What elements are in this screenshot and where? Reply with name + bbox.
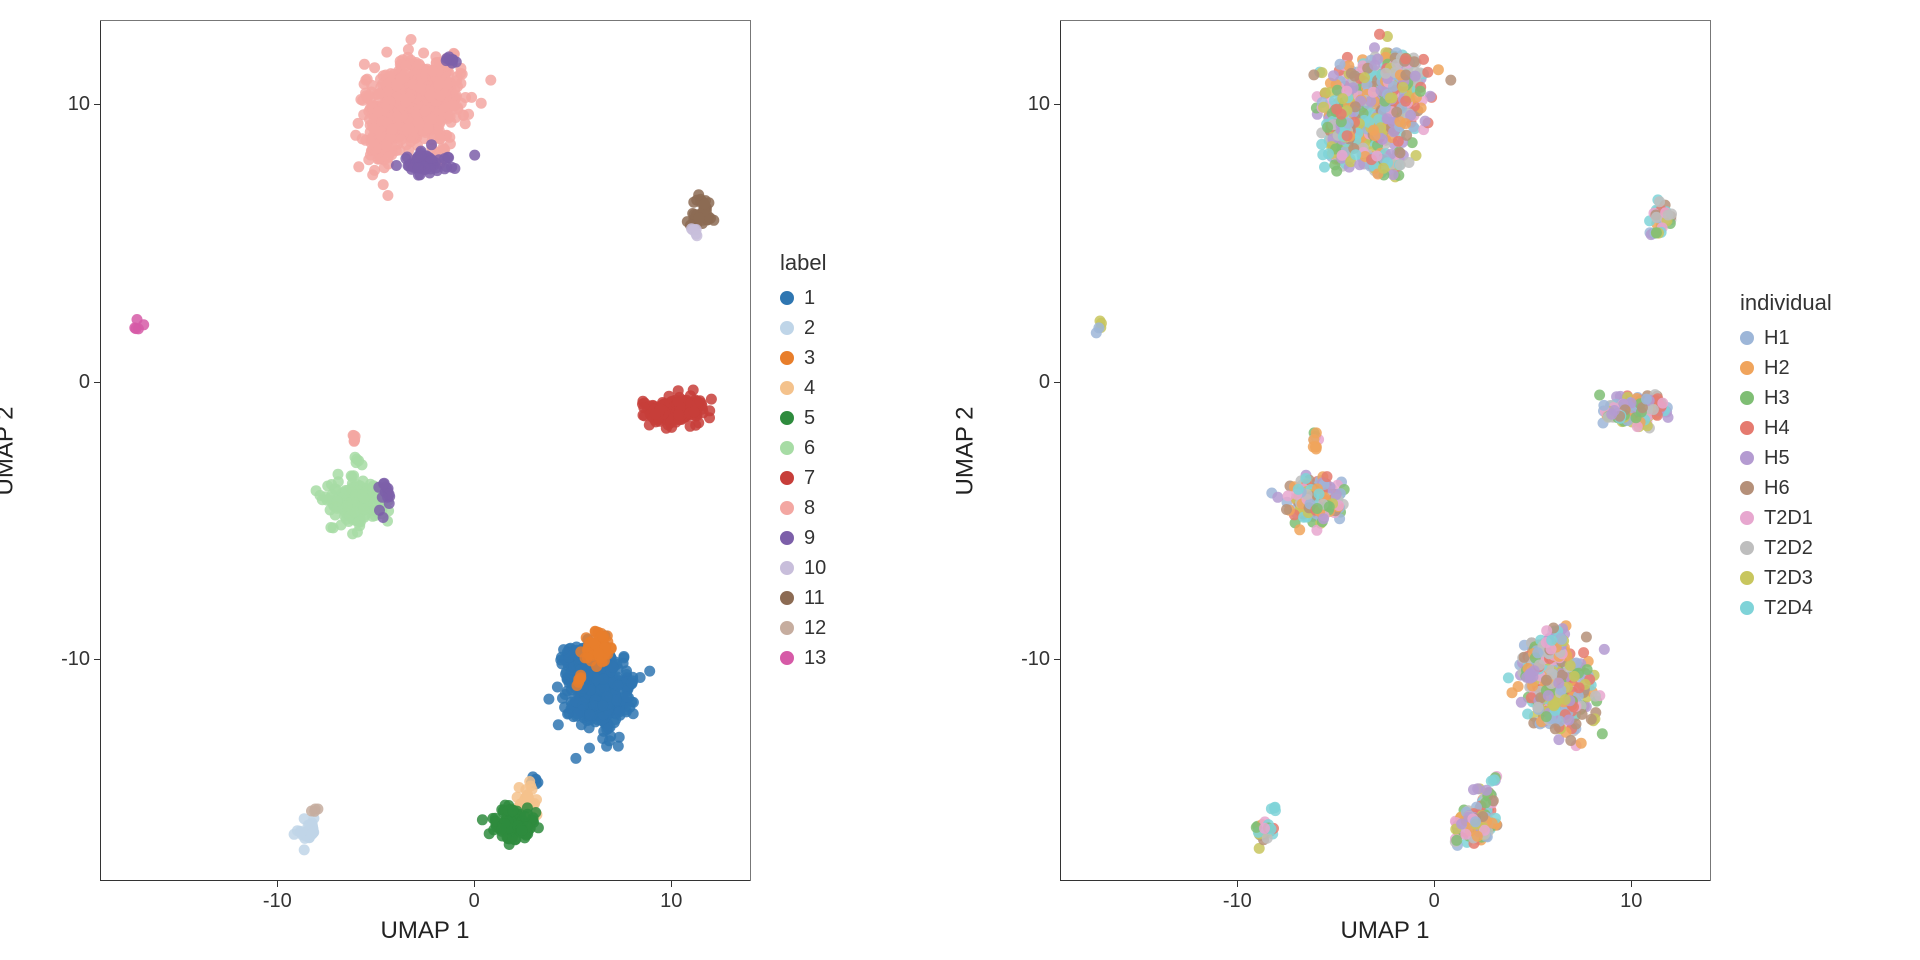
legend-label-text: H3 [1764, 386, 1790, 410]
legend-item: T2D4 [1740, 596, 1832, 620]
legend-label-text: 11 [804, 586, 825, 610]
y-axis-title: UMAP 2 [0, 407, 20, 496]
scatter-left [100, 21, 750, 881]
legend-label-text: 6 [804, 436, 815, 460]
legend-label-text: 5 [804, 406, 815, 430]
legend-item: 2 [780, 316, 826, 340]
legend-item: 9 [780, 526, 826, 550]
x-tick-label: 0 [1429, 881, 1440, 911]
legend-dot-icon [1740, 361, 1754, 375]
legend-label-text: T2D1 [1764, 506, 1813, 530]
legend-label-text: H6 [1764, 476, 1790, 500]
legend-label-text: H5 [1764, 446, 1790, 470]
legend-dot-icon [780, 381, 794, 395]
legend-item: H4 [1740, 416, 1832, 440]
legend-title: individual [1740, 290, 1832, 316]
legend-dot-icon [1740, 511, 1754, 525]
legend-label-text: 4 [804, 376, 815, 400]
y-tick-label: 10 [30, 94, 100, 114]
x-tick-label: -10 [1223, 881, 1252, 911]
legend-dot-icon [780, 321, 794, 335]
legend-dot-icon [1740, 571, 1754, 585]
legend-item: 3 [780, 346, 826, 370]
legend-label-text: T2D4 [1764, 596, 1813, 620]
legend-item: 7 [780, 466, 826, 490]
legend-item: 4 [780, 376, 826, 400]
y-tick-label: 0 [30, 372, 100, 392]
legend-dot-icon [1740, 481, 1754, 495]
scatter-right [1060, 21, 1710, 881]
x-axis-title: UMAP 1 [381, 881, 470, 945]
legend-item: 10 [780, 556, 826, 580]
legend-item: T2D1 [1740, 506, 1832, 530]
legend-dot-icon [1740, 601, 1754, 615]
legend-item: T2D2 [1740, 536, 1832, 560]
legend-dot-icon [780, 411, 794, 425]
legend-label-text: H1 [1764, 326, 1790, 350]
legend-item: H1 [1740, 326, 1832, 350]
legend-dot-icon [780, 441, 794, 455]
figure: UMAP 1 UMAP 2 -10010-10010 label 1234567… [0, 0, 1920, 960]
legend-label-text: 9 [804, 526, 815, 550]
legend-item: H6 [1740, 476, 1832, 500]
legend-label-text: H4 [1764, 416, 1790, 440]
legend-item: 1 [780, 286, 826, 310]
legend-label-text: T2D2 [1764, 536, 1813, 560]
legend-dot-icon [780, 351, 794, 365]
x-tick-label: -10 [263, 881, 292, 911]
legend-dot-icon [780, 621, 794, 635]
legend-label-text: T2D3 [1764, 566, 1813, 590]
legend-dot-icon [780, 591, 794, 605]
y-tick-label: 0 [990, 372, 1060, 392]
legend-item: 5 [780, 406, 826, 430]
x-tick-label: 10 [660, 881, 682, 911]
umap-panel-individual: UMAP 1 UMAP 2 -10010-10010 individual H1… [960, 0, 1920, 960]
x-tick-label: 0 [469, 881, 480, 911]
y-tick-label: 10 [990, 94, 1060, 114]
legend-label-text: 2 [804, 316, 815, 340]
legend-dot-icon [780, 651, 794, 665]
legend-item: T2D3 [1740, 566, 1832, 590]
legend-dot-icon [780, 471, 794, 485]
plot-area-right: UMAP 1 UMAP 2 -10010-10010 [1060, 20, 1711, 881]
legend-dot-icon [780, 501, 794, 515]
x-tick-label: 10 [1620, 881, 1642, 911]
legend-individual: individual H1 H2 H3 H4 H5 H6 T2D1 T2D2 T2D3 T2D4 [1740, 290, 1832, 626]
legend-dot-icon [1740, 541, 1754, 555]
y-tick-label: -10 [30, 649, 100, 669]
legend-label-text: 8 [804, 496, 815, 520]
legend-item: 13 [780, 646, 826, 670]
legend-label-text: 1 [804, 286, 815, 310]
y-tick-label: -10 [990, 649, 1060, 669]
legend-dot-icon [1740, 331, 1754, 345]
legend-label-text: 3 [804, 346, 815, 370]
legend-item: H3 [1740, 386, 1832, 410]
legend-item: H2 [1740, 356, 1832, 380]
legend-dot-icon [1740, 451, 1754, 465]
legend-dot-icon [1740, 391, 1754, 405]
legend-label-text: 13 [804, 646, 826, 670]
legend-item: 6 [780, 436, 826, 460]
legend-label-text: 7 [804, 466, 815, 490]
x-axis-title: UMAP 1 [1341, 881, 1430, 945]
legend-dot-icon [780, 531, 794, 545]
legend-dot-icon [780, 561, 794, 575]
legend-label-text: 12 [804, 616, 826, 640]
umap-panel-label: UMAP 1 UMAP 2 -10010-10010 label 1234567… [0, 0, 960, 960]
legend-item: 8 [780, 496, 826, 520]
legend-item: H5 [1740, 446, 1832, 470]
legend-dot-icon [780, 291, 794, 305]
y-axis-title: UMAP 2 [952, 407, 980, 496]
plot-area-left: UMAP 1 UMAP 2 -10010-10010 [100, 20, 751, 881]
legend-item: 11 [780, 586, 826, 610]
legend-dot-icon [1740, 421, 1754, 435]
legend-label-text: H2 [1764, 356, 1790, 380]
legend-label-text: 10 [804, 556, 826, 580]
legend-title: label [780, 250, 826, 276]
legend-item: 12 [780, 616, 826, 640]
legend-label: label 12345678910111213 [780, 250, 826, 676]
